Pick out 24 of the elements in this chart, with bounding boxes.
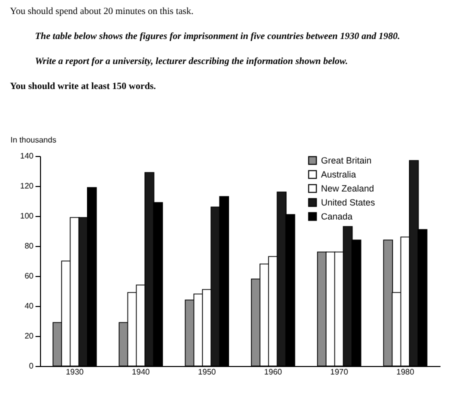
legend-label: United States <box>321 198 376 208</box>
legend-label: Canada <box>321 212 353 222</box>
y-axis-title: In thousands <box>10 136 56 144</box>
y-tick-label: 20 <box>24 332 34 340</box>
text: Write a report for a university, lecturer describing the information shown below. <box>35 57 348 67</box>
y-tick-label: 0 <box>29 362 34 370</box>
y-tick-label: 40 <box>24 302 34 310</box>
y-tick-label: 120 <box>20 182 34 190</box>
y-tick-label: 80 <box>24 242 34 250</box>
text: You should spend about 20 minutes on this task. <box>10 7 194 17</box>
x-tick-label: 1980 <box>396 368 415 376</box>
x-tick-label: 1930 <box>66 368 84 376</box>
x-tick-label: 1940 <box>132 368 150 376</box>
legend-label: Great Britain <box>321 156 372 166</box>
y-tick-label: 100 <box>20 212 34 220</box>
x-tick-label: 1950 <box>198 368 216 376</box>
text: The table below shows the figures for imprisonment in five countries between 1930 and 1980. <box>35 32 400 42</box>
x-tick-label: 1960 <box>264 368 283 376</box>
y-tick-label: 60 <box>24 272 34 280</box>
text: You should write at least 150 words. <box>10 82 156 92</box>
y-tick-label: 140 <box>20 152 34 160</box>
x-tick-label: 1970 <box>330 368 349 376</box>
legend-label: Australia <box>321 170 356 180</box>
legend-label: New Zealand <box>321 184 374 194</box>
